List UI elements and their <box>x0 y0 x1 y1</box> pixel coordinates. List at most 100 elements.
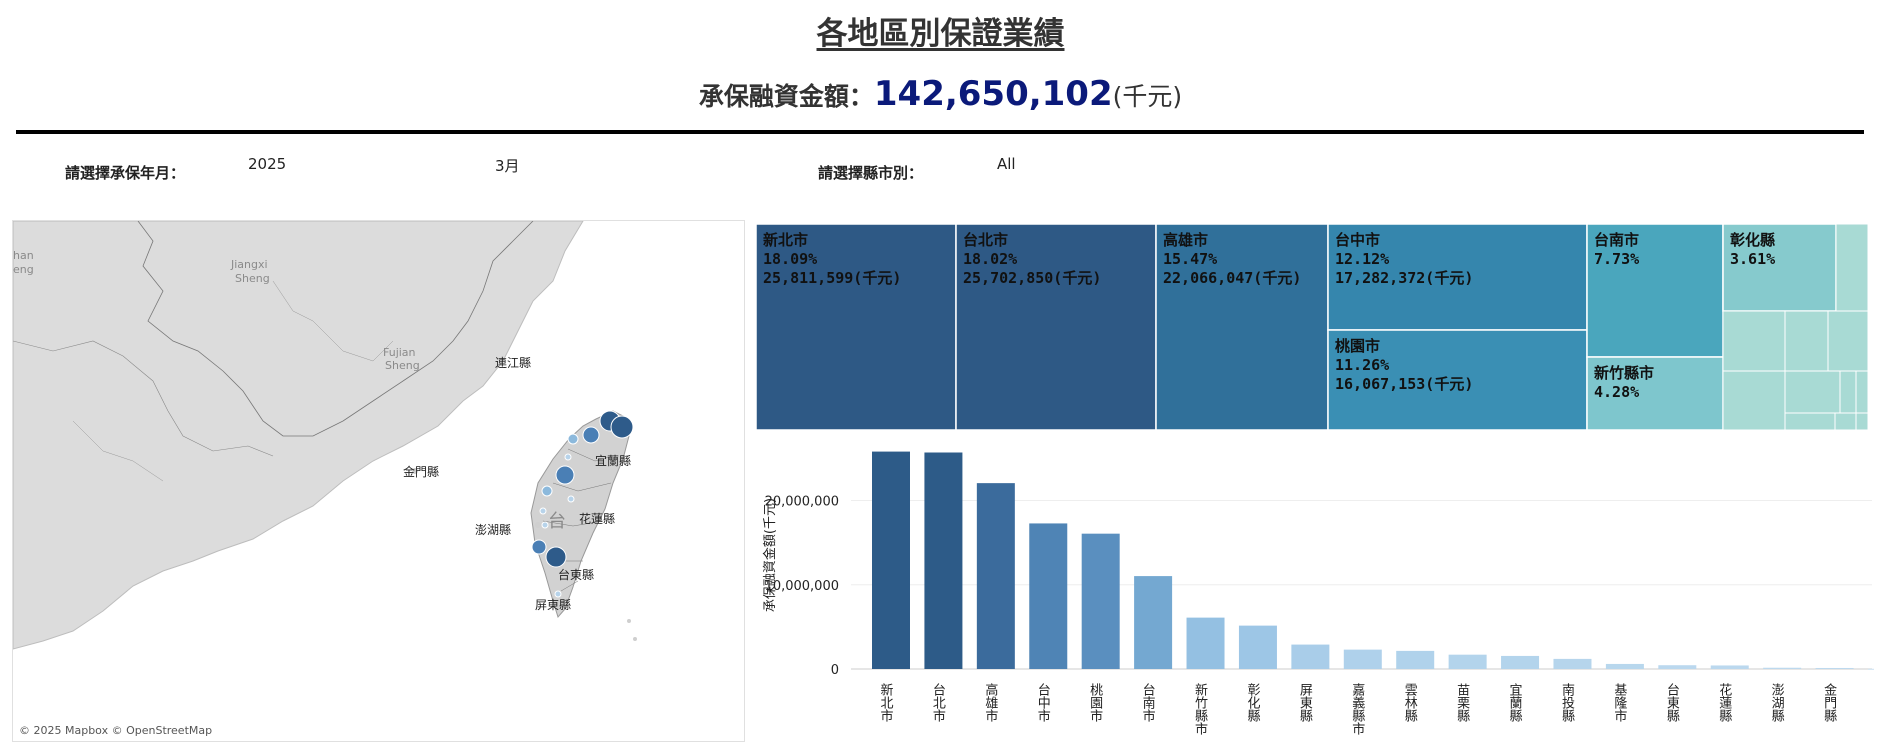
x-category-label: 基隆市 <box>1611 683 1627 722</box>
bubble-yunlin[interactable] <box>539 507 547 515</box>
bubble-newtaipei[interactable] <box>610 415 634 439</box>
county-bar-chart[interactable]: 0 10,000,000 20,000,000 承保融資金額(千元) 新北市 台北市 高… <box>756 440 1874 740</box>
amount-label: 承保融資金額： <box>698 82 874 111</box>
map-place-label: 花蓮縣 <box>579 511 615 526</box>
treemap-tile[interactable] <box>1827 310 1868 372</box>
bar[interactable] <box>1658 665 1697 669</box>
bar[interactable] <box>1238 625 1277 669</box>
bar[interactable] <box>1186 617 1225 669</box>
treemap-tile-percent: 18.09% <box>763 250 817 268</box>
bar[interactable] <box>924 452 963 669</box>
taiwan-county-lines <box>542 448 614 592</box>
map-region-label: Fujian <box>383 346 416 359</box>
treemap-tile[interactable] <box>1722 310 1786 372</box>
county-treemap[interactable]: 新北市18.09%25,811,599(千元)台北市18.02%25,702,8… <box>756 224 1868 430</box>
treemap-tile[interactable] <box>1835 224 1868 312</box>
bar[interactable] <box>1553 658 1592 669</box>
x-category-label: 高雄市 <box>982 682 998 722</box>
bubble-taichung[interactable] <box>555 465 575 485</box>
bubble-changhua[interactable] <box>541 485 553 497</box>
treemap-tile[interactable] <box>1855 370 1868 414</box>
bubble-kaohsiung[interactable] <box>545 546 567 568</box>
map-attribution[interactable]: © 2025 Mapbox © OpenStreetMap <box>19 724 213 737</box>
treemap-tile-percent: 7.73% <box>1594 250 1639 268</box>
bubble-tainan[interactable] <box>531 539 547 555</box>
treemap-tile[interactable] <box>1839 370 1857 414</box>
bubble-miaoli[interactable] <box>564 453 572 461</box>
province-border-2 <box>13 340 274 457</box>
bar[interactable] <box>1291 644 1330 669</box>
treemap-tile-percent: 18.02% <box>963 250 1017 268</box>
bar[interactable] <box>1763 667 1802 669</box>
treemap-tile-percent: 12.12% <box>1335 250 1389 268</box>
x-category-label: 新竹縣市 <box>1192 682 1208 735</box>
treemap-tile[interactable] <box>1784 310 1829 372</box>
x-category-label: 台中市 <box>1035 683 1051 722</box>
x-category-label: 台北市 <box>930 683 946 722</box>
treemap-tile-rect <box>756 224 957 430</box>
treemap-tile[interactable] <box>1784 412 1836 430</box>
y-axis-ticks: 0 10,000,000 20,000,000 <box>765 495 839 678</box>
bar[interactable] <box>1081 533 1120 669</box>
map-region-label: Sheng <box>385 359 420 372</box>
treemap-tile[interactable] <box>1722 370 1786 430</box>
treemap-tile-percent: 3.61% <box>1730 250 1775 268</box>
orchid-island <box>633 637 637 641</box>
bar[interactable] <box>1134 576 1173 669</box>
bar[interactable] <box>1710 665 1749 669</box>
y-tick-label: 0 <box>831 663 839 678</box>
treemap-tile-rect <box>1586 356 1724 430</box>
map-canvas[interactable]: Jiangxi Sheng Fujian Sheng han eng 連江縣 金… <box>13 221 744 741</box>
treemap-tile-name: 高雄市 <box>1163 231 1208 249</box>
map-region-label: han <box>13 249 34 262</box>
bar[interactable] <box>1029 523 1068 669</box>
treemap-tile-name: 彰化縣 <box>1730 231 1775 249</box>
taiwan-map[interactable]: Jiangxi Sheng Fujian Sheng han eng 連江縣 金… <box>12 220 745 742</box>
treemap-tile[interactable] <box>1784 370 1841 414</box>
x-category-label: 彰化縣 <box>1244 682 1260 722</box>
bar[interactable] <box>1448 654 1487 669</box>
bubble-taoyuan[interactable] <box>582 426 600 444</box>
map-place-label: 台東縣 <box>558 567 594 582</box>
treemap-tile-value: 22,066,047(千元) <box>1163 269 1301 287</box>
treemap-tile[interactable] <box>1855 412 1868 430</box>
map-place-label: 台 <box>548 511 566 532</box>
x-category-label: 台南市 <box>1140 683 1156 722</box>
treemap-tile[interactable] <box>1834 412 1857 430</box>
x-category-label: 屏東縣 <box>1297 683 1313 722</box>
bubble-hsinchu[interactable] <box>567 433 579 445</box>
bar[interactable] <box>1343 649 1382 669</box>
x-category-label: 苗栗縣 <box>1454 683 1470 722</box>
treemap-tile-name: 台北市 <box>963 231 1008 249</box>
treemap-tile-value: 25,702,850(千元) <box>963 269 1101 287</box>
bar[interactable] <box>872 451 910 669</box>
county-filter[interactable]: All <box>997 155 1016 173</box>
bar[interactable] <box>1396 650 1435 669</box>
month-filter[interactable]: 3月 <box>495 157 520 175</box>
year-filter[interactable]: 2025 <box>248 155 287 173</box>
treemap-tile-name: 台中市 <box>1335 231 1380 249</box>
green-island <box>627 619 631 623</box>
period-filter-label: 請選擇承保年月： <box>65 164 186 182</box>
page-title: 各地區別保證業績 <box>816 16 1065 52</box>
bar[interactable] <box>976 483 1015 669</box>
bar[interactable] <box>1815 667 1854 669</box>
bubble-pingtung[interactable] <box>554 590 562 598</box>
bubble-nantou[interactable] <box>567 495 575 503</box>
treemap-small-tiles[interactable] <box>1722 224 1868 430</box>
treemap-tile-value: 16,067,153(千元) <box>1335 375 1473 393</box>
bar[interactable] <box>1605 663 1644 669</box>
bar[interactable] <box>1501 655 1540 669</box>
treemap-tile-rect <box>1155 224 1329 430</box>
bar[interactable] <box>1868 668 1874 670</box>
bubble-chiayi[interactable] <box>541 521 549 529</box>
financing-amount-headline: 承保融資金額：142,650,102(千元) <box>0 74 1881 114</box>
